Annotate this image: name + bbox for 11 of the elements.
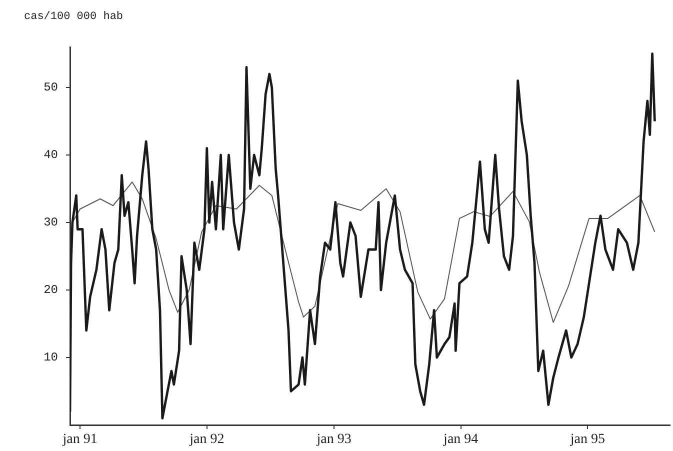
y-tick-label: 30 bbox=[44, 216, 58, 230]
y-tick-label: 40 bbox=[44, 148, 58, 162]
y-tick-label: 20 bbox=[44, 283, 58, 298]
y-tick-label: 10 bbox=[44, 350, 58, 365]
x-tick-label: jan 91 bbox=[62, 432, 98, 448]
x-tick-label: jan 95 bbox=[569, 432, 605, 448]
x-tick-label: jan 93 bbox=[316, 432, 352, 448]
y-tick-label: 50 bbox=[44, 80, 58, 95]
y-axis-title: cas/100 000 hab bbox=[24, 10, 124, 23]
x-tick-label: jan 94 bbox=[442, 432, 478, 448]
x-tick-label: jan 92 bbox=[188, 432, 224, 448]
